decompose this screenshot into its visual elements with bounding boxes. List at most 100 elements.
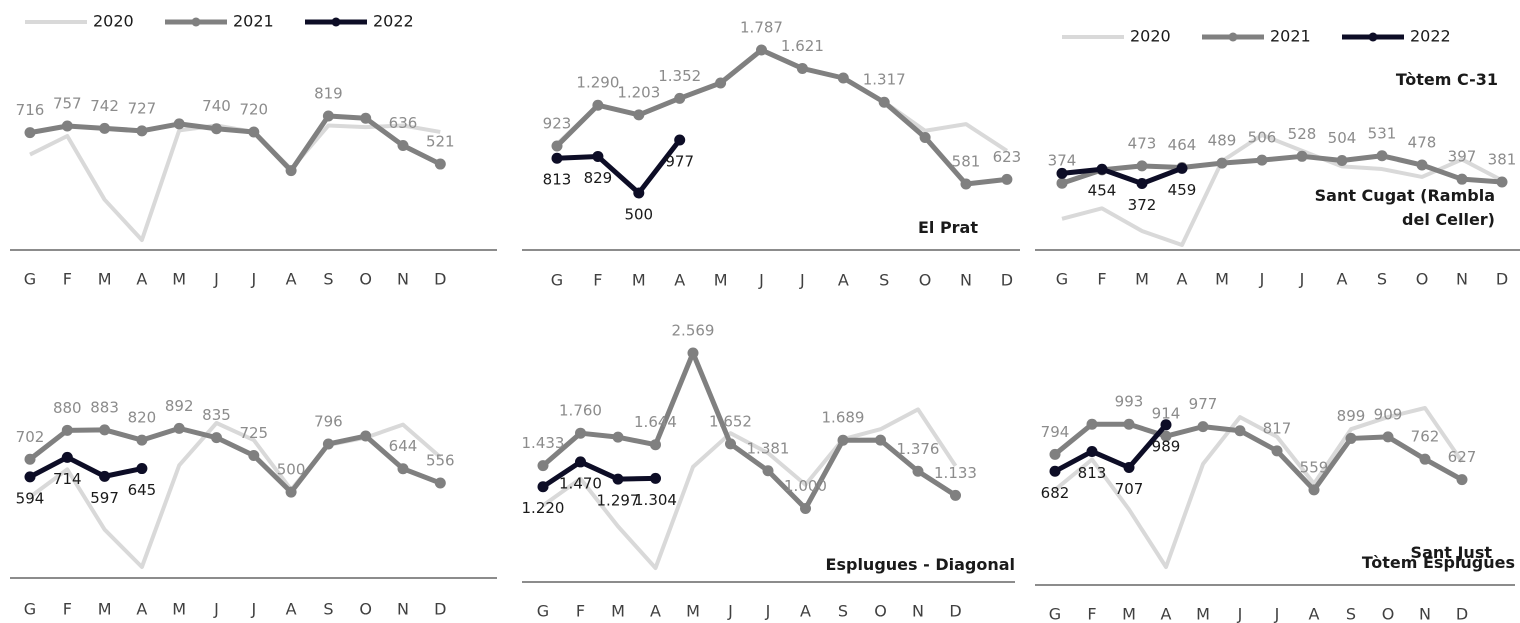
point <box>1345 432 1357 444</box>
series-line <box>556 138 682 196</box>
value-label: 1.297 <box>597 492 640 510</box>
point <box>1456 474 1468 486</box>
value-label: 909 <box>1374 405 1403 423</box>
legend-label: 2021 <box>1270 27 1311 46</box>
value-label: 500 <box>277 461 306 479</box>
value-label: 644 <box>389 437 418 455</box>
value-label: 645 <box>128 481 157 499</box>
point <box>211 123 222 135</box>
series-line <box>28 454 143 480</box>
series-line <box>28 425 442 495</box>
value-label: 459 <box>1168 181 1197 199</box>
point <box>360 112 372 124</box>
point <box>1416 159 1428 171</box>
point <box>360 430 372 442</box>
x-tick-label: A <box>800 602 811 621</box>
x-tick-label: A <box>136 270 147 289</box>
point <box>1271 445 1283 457</box>
x-tick-label: S <box>323 600 333 619</box>
point <box>575 427 586 439</box>
point <box>756 44 767 56</box>
point <box>1382 431 1394 443</box>
value-label: 1.290 <box>576 74 619 92</box>
x-tick-label: G <box>537 602 549 621</box>
point <box>912 465 924 477</box>
x-tick-label: A <box>1337 270 1348 289</box>
x-tick-label: D <box>434 270 446 289</box>
value-label: 993 <box>1115 393 1144 411</box>
x-tick-label: O <box>1382 605 1395 623</box>
point <box>61 424 73 436</box>
x-tick-label: M <box>98 600 112 619</box>
value-label: 478 <box>1408 134 1437 152</box>
x-tick-label: N <box>912 602 924 621</box>
series-line <box>541 350 957 512</box>
value-label: 1.652 <box>709 412 752 430</box>
value-label: 1.203 <box>617 83 660 101</box>
point <box>24 127 36 139</box>
point <box>1496 176 1508 188</box>
value-label: 1.621 <box>781 37 824 55</box>
x-tick-label: A <box>674 271 685 290</box>
chart-title: Sant Cugat (Rambla del Celler) <box>1314 186 1495 229</box>
point <box>687 347 699 359</box>
x-tick-label: J <box>250 600 256 619</box>
value-label: 716 <box>16 101 45 119</box>
x-tick-label: N <box>1456 270 1468 289</box>
x-tick-label: J <box>213 600 219 619</box>
point <box>322 110 334 122</box>
x-tick-label: M <box>1122 605 1136 623</box>
point <box>633 187 645 199</box>
chart-title: Tòtem C-31 <box>1395 70 1498 89</box>
legend-label: 2022 <box>373 12 414 31</box>
x-tick-label: M <box>686 602 700 621</box>
value-label: 977 <box>1189 395 1218 413</box>
series-line <box>541 459 656 489</box>
point <box>551 140 563 152</box>
value-label: 1.352 <box>658 67 701 85</box>
x-tick-label: M <box>632 271 646 290</box>
value-label: 1.133 <box>934 464 977 482</box>
x-tick-label: D <box>949 602 961 621</box>
point <box>136 463 148 475</box>
value-label: 623 <box>993 148 1022 166</box>
point <box>1216 157 1228 169</box>
x-tick-label: A <box>286 600 297 619</box>
x-tick-label: M <box>1135 270 1149 289</box>
point <box>136 434 148 446</box>
point <box>1136 178 1148 190</box>
point <box>1136 160 1148 172</box>
value-label: 489 <box>1208 132 1237 150</box>
point <box>1176 162 1188 174</box>
series-line <box>29 123 441 242</box>
x-tick-label: A <box>286 270 297 289</box>
value-label: 820 <box>128 409 157 427</box>
point <box>434 158 446 170</box>
point <box>1049 465 1061 477</box>
point <box>650 472 661 484</box>
x-tick-label: F <box>576 602 585 621</box>
value-label: 725 <box>239 424 268 442</box>
x-tick-label: J <box>213 270 219 289</box>
value-label: 581 <box>952 153 981 171</box>
value-label: 1.644 <box>634 413 677 431</box>
point <box>322 438 334 450</box>
point <box>211 432 222 444</box>
value-label: 397 <box>1448 148 1477 166</box>
legend-marker <box>331 17 341 27</box>
value-label: 1.220 <box>522 499 565 517</box>
value-label: 819 <box>314 85 343 103</box>
value-label: 829 <box>584 169 613 187</box>
value-label: 813 <box>543 171 572 189</box>
x-tick-label: J <box>1237 605 1243 623</box>
point <box>919 131 931 143</box>
point <box>173 118 185 130</box>
point <box>1336 154 1348 166</box>
value-label: 627 <box>1448 448 1477 466</box>
point <box>136 125 148 137</box>
x-tick-label: O <box>359 600 372 619</box>
x-tick-label: M <box>714 271 728 290</box>
point <box>1056 177 1068 189</box>
x-tick-label: O <box>1416 270 1429 289</box>
series-line <box>1061 166 1183 187</box>
